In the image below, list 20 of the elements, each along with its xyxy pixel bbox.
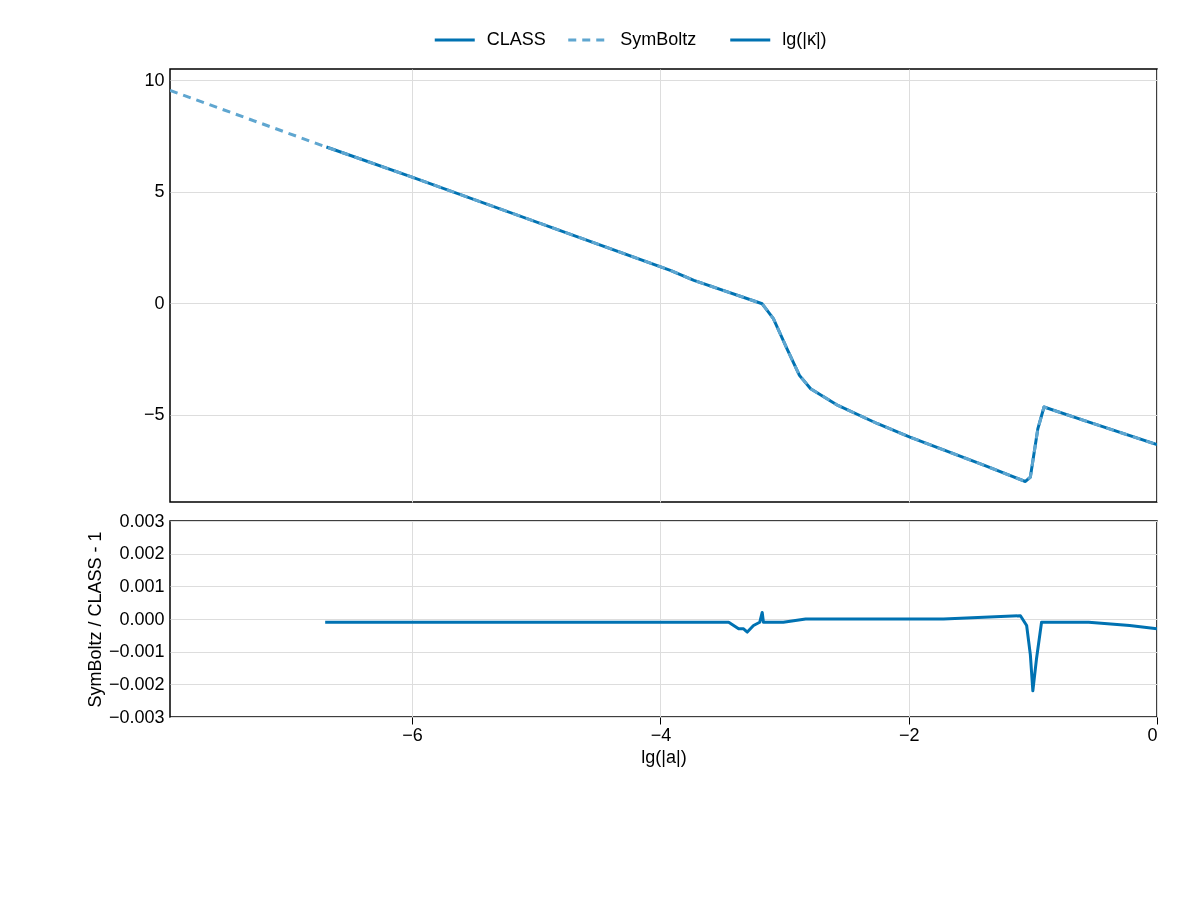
legend-label: SymBoltz	[620, 29, 697, 49]
y-tick-label: −0.002	[108, 673, 165, 694]
y-axis-title: SymBoltz / CLASS - 1	[84, 531, 105, 708]
y-tick-label: 5	[154, 181, 165, 202]
y-tick-label: −5	[143, 404, 165, 425]
x-tick-label: −6	[402, 724, 423, 745]
y-tick-label: 0.000	[119, 608, 165, 629]
x-tick-label: 0	[1147, 724, 1158, 745]
legend-label: CLASS	[486, 29, 546, 49]
x-tick-label: −4	[650, 724, 672, 745]
legend-title: lg(|κ̇|)	[782, 29, 827, 49]
x-tick-label: −2	[898, 724, 920, 745]
y-tick-label: −0.003	[108, 706, 165, 727]
y-tick-label: 10	[144, 69, 165, 90]
y-tick-label: 0.003	[119, 510, 165, 531]
y-tick-label: 0	[154, 292, 165, 313]
y-tick-label: 0.002	[119, 543, 165, 564]
x-axis-title: lg(|a|)	[641, 746, 687, 767]
y-tick-label: −0.001	[108, 641, 165, 662]
y-tick-label: 0.001	[119, 575, 165, 596]
